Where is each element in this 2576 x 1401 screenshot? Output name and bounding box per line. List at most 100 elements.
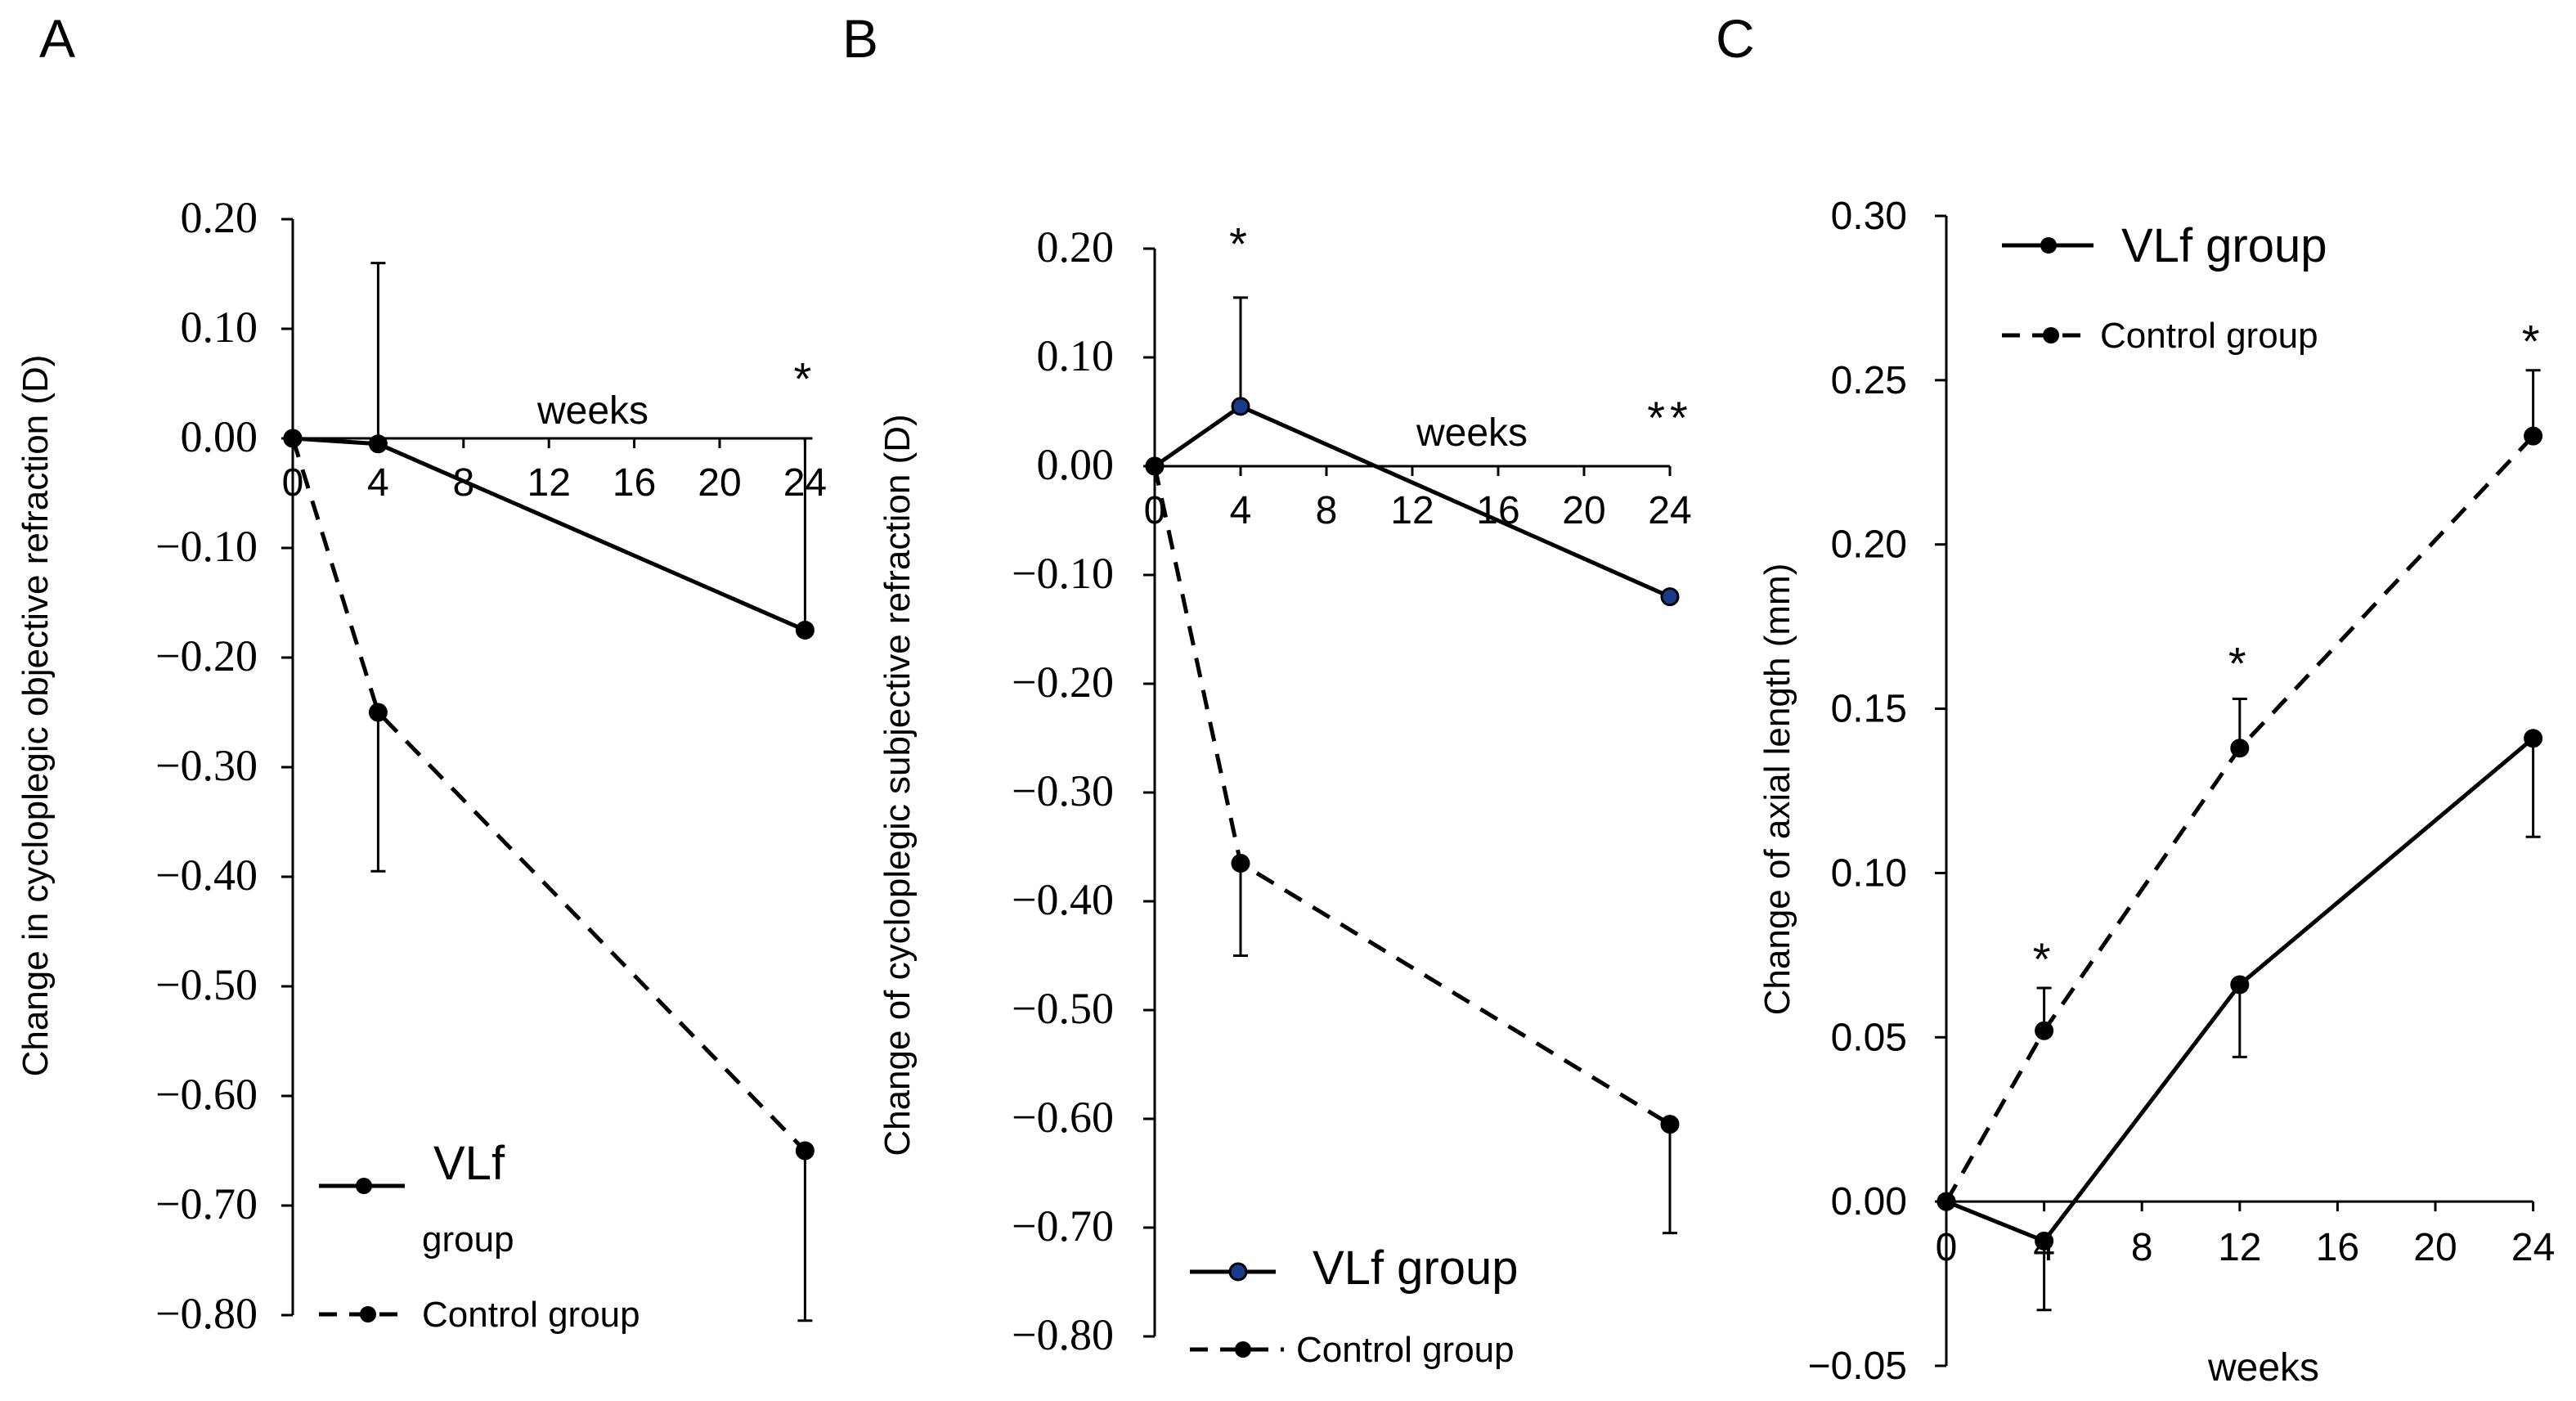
significance-annotation: * — [2033, 933, 2056, 985]
legend-control-marker-c — [2043, 327, 2059, 344]
x-tick-label: 20 — [698, 461, 741, 505]
x-tick-label: 12 — [2218, 1226, 2261, 1269]
y-tick-label: −0.05 — [1808, 1345, 1907, 1388]
y-axis-label-b: Change of cycloplegic subjective refract… — [877, 414, 918, 1156]
data-point-vlf — [1660, 587, 1680, 607]
y-tick-label: −0.30 — [155, 741, 258, 790]
x-tick-label: 24 — [2511, 1226, 2555, 1269]
data-point-control — [1231, 853, 1250, 873]
y-tick-label: −0.10 — [155, 522, 258, 571]
data-point-vlf — [2035, 1231, 2054, 1251]
series-line-control — [290, 438, 807, 1152]
x-tick-label: 8 — [2131, 1226, 2153, 1269]
data-point-vlf — [2230, 975, 2250, 995]
x-tick-label: 16 — [613, 461, 656, 505]
data-point-control — [1145, 456, 1165, 476]
data-point-control — [2230, 739, 2250, 758]
y-axis-label-a: Change in cycloplegic objective refracti… — [16, 355, 56, 1077]
x-tick-label: 4 — [367, 461, 389, 505]
panel-label-c: C — [1716, 8, 1755, 69]
legend-b: VLf group Control group — [1190, 1242, 1519, 1370]
data-point-vlf — [368, 434, 388, 454]
x-tick-label: 20 — [2413, 1226, 2457, 1269]
legend-control-label-b: Control group — [1296, 1330, 1515, 1370]
y-tick-label: −0.20 — [155, 631, 258, 680]
legend-vlf-marker-b — [1228, 1262, 1248, 1282]
legend-vlf-marker-a — [356, 1178, 372, 1194]
data-point-control — [1660, 1115, 1680, 1134]
y-tick-label: −0.70 — [155, 1179, 258, 1228]
y-tick-label: −0.40 — [1012, 875, 1114, 924]
panel-label-a: A — [39, 8, 75, 69]
y-tick-label: 0.30 — [1831, 195, 1907, 238]
data-point-vlf — [1231, 397, 1250, 416]
x-tick-label: 8 — [1316, 489, 1338, 532]
x-axis-label-c: weeks — [2207, 1346, 2319, 1390]
data-point-control — [1936, 1192, 1956, 1211]
y-tick-label: −0.60 — [155, 1070, 258, 1119]
legend-control-marker-a — [360, 1306, 376, 1322]
significance-annotation: * — [794, 352, 817, 404]
x-tick-label: 20 — [1562, 489, 1605, 532]
y-ticks-a: 0.20 0.10 0.00 −0.10 −0.20 −0.30 −0.40 −0.50 −0.… — [155, 193, 293, 1338]
legend-vlf-label-a-line2: group — [422, 1219, 514, 1260]
legend-control-label-c: Control group — [2100, 316, 2318, 356]
y-ticks-b: 0.20 0.10 0.00 −0.10 −0.20 −0.30 −0.40 −0.50 −0.… — [1012, 222, 1155, 1359]
x-tick-label: 12 — [527, 461, 571, 505]
significance-annotation: * — [1229, 218, 1252, 269]
y-tick-label: −0.10 — [1012, 549, 1114, 598]
x-tick-label: 12 — [1390, 489, 1434, 532]
series-line-vlf — [1945, 736, 2535, 1244]
y-ticks-c: 0.30 0.25 0.20 0.15 0.10 0.05 0.00 −0.05 — [1808, 195, 1946, 1388]
data-point-control — [283, 429, 303, 448]
data-point-vlf — [2524, 729, 2543, 748]
y-tick-label: 0.20 — [1831, 523, 1907, 567]
panel-c: C Change of axial length (mm) weeks 0.30… — [1716, 8, 2555, 1390]
legend-a: VLf group Control group — [319, 1137, 640, 1335]
marks-a: * — [283, 219, 817, 1322]
x-axis-label-b: weeks — [1416, 411, 1528, 455]
panel-a: A Change in cycloplegic objective refrac… — [16, 8, 827, 1338]
y-tick-label: 0.00 — [1831, 1180, 1907, 1224]
data-point-control — [368, 703, 388, 722]
y-tick-label: −0.40 — [155, 851, 258, 900]
data-point-control — [2524, 426, 2543, 446]
significance-annotation: ** — [1647, 392, 1693, 443]
data-point-vlf — [795, 621, 815, 640]
legend-c: VLf group Control group — [2002, 219, 2327, 356]
y-tick-label: −0.60 — [1012, 1093, 1114, 1142]
data-point-control — [795, 1141, 815, 1161]
legend-vlf-label-a: VLf — [433, 1137, 505, 1190]
y-tick-label: 0.00 — [181, 412, 258, 461]
y-tick-label: −0.50 — [155, 960, 258, 1009]
y-tick-label: −0.80 — [155, 1289, 258, 1338]
legend-vlf-label-c: VLf group — [2121, 219, 2327, 272]
marks-b: *** — [1145, 218, 1693, 1336]
x-tick-label: 16 — [2316, 1226, 2359, 1269]
x-tick-label: 4 — [1230, 489, 1252, 532]
y-tick-label: 0.00 — [1037, 440, 1115, 489]
series-line-control — [1944, 434, 2535, 1203]
x-axis-label-a: weeks — [536, 389, 648, 433]
marks-c: * * * — [1936, 216, 2543, 1366]
legend-vlf-marker-c — [2040, 237, 2057, 254]
y-tick-label: 0.20 — [1037, 222, 1115, 272]
y-tick-label: 0.25 — [1831, 359, 1907, 402]
y-tick-label: −0.70 — [1012, 1201, 1114, 1251]
y-tick-label: 0.10 — [181, 303, 258, 352]
legend-control-marker-b — [1235, 1341, 1251, 1358]
significance-annotation: * — [2228, 637, 2251, 689]
x-tick-label: 24 — [1648, 489, 1691, 532]
panel-b: B Change of cycloplegic subjective refra… — [842, 8, 1693, 1370]
y-tick-label: −0.50 — [1012, 984, 1114, 1033]
y-tick-label: 0.10 — [1037, 331, 1115, 380]
y-tick-label: 0.20 — [181, 193, 258, 242]
y-tick-label: −0.30 — [1012, 766, 1114, 815]
legend-vlf-label-b: VLf group — [1313, 1242, 1519, 1295]
data-point-control — [2035, 1021, 2054, 1040]
y-tick-label: 0.05 — [1831, 1016, 1907, 1059]
panel-label-b: B — [842, 8, 878, 69]
y-tick-label: −0.80 — [1012, 1310, 1114, 1359]
